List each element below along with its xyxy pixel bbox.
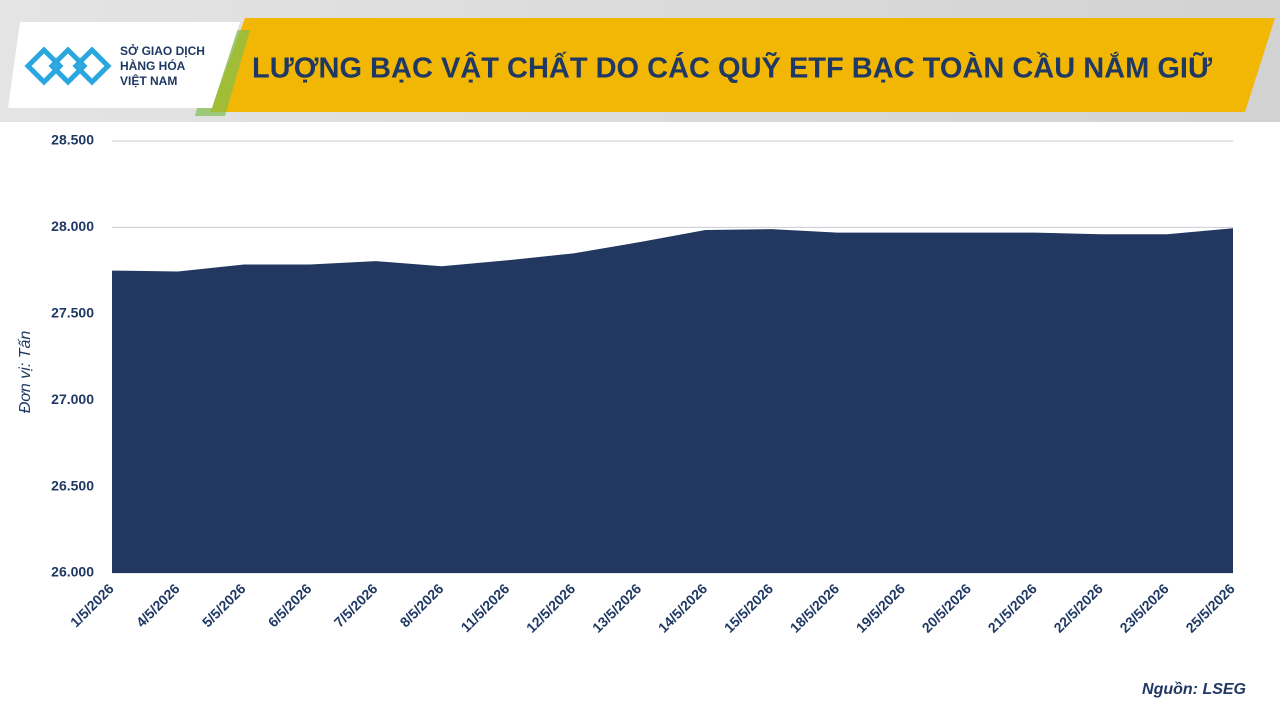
chart-title: LƯỢNG BẠC VẬT CHẤT DO CÁC QUỸ ETF BẠC TO… bbox=[252, 51, 1213, 85]
x-tick-label: 14/5/2026 bbox=[655, 580, 711, 636]
logo-icon bbox=[24, 46, 112, 86]
x-tick-label: 1/5/2026 bbox=[67, 580, 117, 630]
y-tick-label: 28.500 bbox=[51, 132, 94, 148]
title-banner bbox=[210, 18, 1275, 112]
y-tick-label: 26.500 bbox=[51, 477, 94, 493]
x-tick-label: 15/5/2026 bbox=[721, 580, 777, 636]
y-axis-label: Đơn vị: Tấn bbox=[17, 331, 34, 414]
source-note: Nguồn: LSEG bbox=[1142, 681, 1246, 698]
x-tick-label: 4/5/2026 bbox=[133, 580, 183, 630]
x-tick-label: 23/5/2026 bbox=[1116, 580, 1172, 636]
logo-text: HÀNG HÓA bbox=[120, 58, 186, 73]
x-tick-label: 13/5/2026 bbox=[589, 580, 645, 636]
y-tick-label: 28.000 bbox=[51, 218, 94, 234]
x-tick-label: 20/5/2026 bbox=[919, 580, 975, 636]
logo-box bbox=[8, 22, 240, 108]
logo-text: SỞ GIAO DỊCH bbox=[120, 43, 205, 58]
x-tick-label: 25/5/2026 bbox=[1182, 580, 1238, 636]
y-tick-label: 26.000 bbox=[51, 564, 94, 580]
x-tick-label: 11/5/2026 bbox=[458, 580, 513, 635]
x-tick-label: 22/5/2026 bbox=[1050, 580, 1106, 636]
x-tick-label: 18/5/2026 bbox=[787, 580, 843, 636]
x-tick-label: 19/5/2026 bbox=[853, 580, 909, 636]
x-tick-label: 7/5/2026 bbox=[331, 580, 381, 630]
x-tick-label: 6/5/2026 bbox=[265, 580, 315, 630]
x-tick-label: 8/5/2026 bbox=[397, 580, 447, 630]
x-tick-label: 12/5/2026 bbox=[523, 580, 579, 636]
x-tick-label: 21/5/2026 bbox=[985, 580, 1041, 636]
y-tick-label: 27.000 bbox=[51, 391, 94, 407]
y-tick-label: 27.500 bbox=[51, 305, 94, 321]
x-tick-label: 5/5/2026 bbox=[199, 580, 249, 630]
area bbox=[112, 228, 1233, 573]
logo-text: VIỆT NAM bbox=[120, 73, 177, 88]
